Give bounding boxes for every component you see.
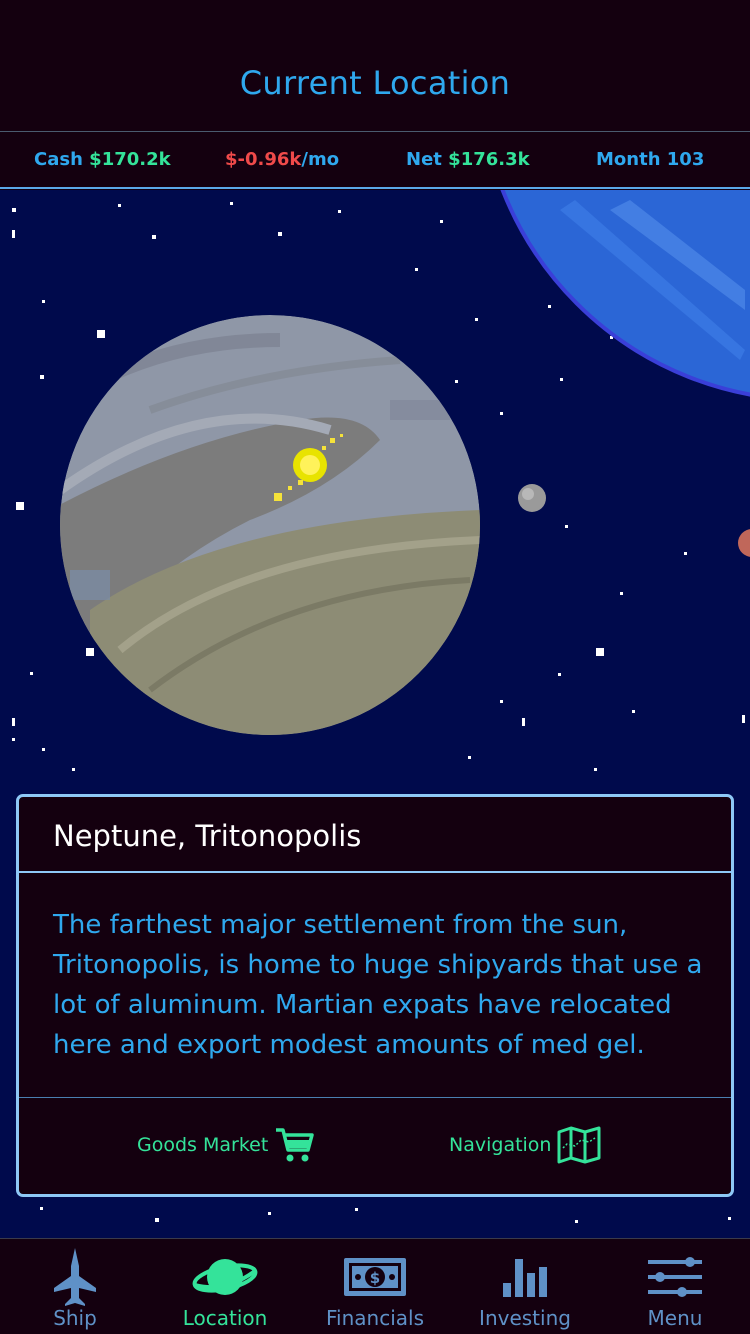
tab-ship-label: Ship xyxy=(53,1306,97,1330)
tab-ship[interactable]: Ship xyxy=(0,1239,150,1334)
city-lights xyxy=(274,434,343,501)
planet-icon xyxy=(192,1259,258,1295)
header: Current Location xyxy=(0,0,750,131)
navigation-label: Navigation xyxy=(449,1134,552,1156)
tab-investing-label: Investing xyxy=(479,1306,571,1330)
month-label: Month 103 xyxy=(596,149,705,170)
money-icon: $ xyxy=(344,1258,406,1296)
tab-location-label: Location xyxy=(182,1306,268,1330)
ship-icon xyxy=(54,1248,96,1306)
gas-giant xyxy=(502,190,750,395)
cash-label: Cash xyxy=(34,149,83,170)
space-illustration xyxy=(12,190,750,1223)
divider xyxy=(19,1097,731,1098)
svg-text:$: $ xyxy=(370,1269,380,1287)
net-label: Net xyxy=(406,149,442,170)
burn-unit: /mo xyxy=(301,149,340,170)
tab-financials[interactable]: $ Financials xyxy=(300,1239,450,1334)
burn-value: $-0.96k xyxy=(225,149,302,170)
location-description: The farthest major settlement from the s… xyxy=(53,910,703,1060)
cash-stat: Cash $170.2k xyxy=(34,149,171,170)
tab-bar: Ship Location $ Financials xyxy=(0,1238,750,1334)
location-title: Neptune, Tritonopolis xyxy=(53,819,362,853)
bar-chart-icon xyxy=(503,1259,547,1297)
tab-financials-label: Financials xyxy=(326,1306,424,1330)
cash-value: $170.2k xyxy=(89,149,171,170)
navigation-button[interactable]: Navigation xyxy=(449,1125,601,1165)
month-stat: Month 103 xyxy=(596,149,704,170)
divider xyxy=(19,871,731,873)
tab-investing[interactable]: Investing xyxy=(450,1239,600,1334)
tab-location[interactable]: Location xyxy=(150,1239,300,1334)
page-title: Current Location xyxy=(239,64,511,102)
net-stat: Net $176.3k xyxy=(406,149,530,170)
burn-stat: $-0.96k/mo xyxy=(225,149,339,170)
goods-market-button[interactable]: Goods Market xyxy=(137,1125,315,1165)
stars xyxy=(12,202,745,1223)
tab-menu[interactable]: Menu xyxy=(600,1239,750,1334)
location-card: Neptune, Tritonopolis The farthest major… xyxy=(16,794,734,1197)
tab-menu-label: Menu xyxy=(647,1306,703,1330)
triton-planet xyxy=(60,315,480,735)
net-value: $176.3k xyxy=(448,149,530,170)
goods-market-label: Goods Market xyxy=(137,1134,269,1156)
stats-bar: Cash $170.2k $-0.96k/mo Net $176.3k Mont… xyxy=(0,131,750,189)
sliders-icon xyxy=(648,1257,702,1297)
red-planet xyxy=(738,529,750,557)
cart-icon xyxy=(276,1128,315,1162)
map-icon xyxy=(557,1126,601,1164)
